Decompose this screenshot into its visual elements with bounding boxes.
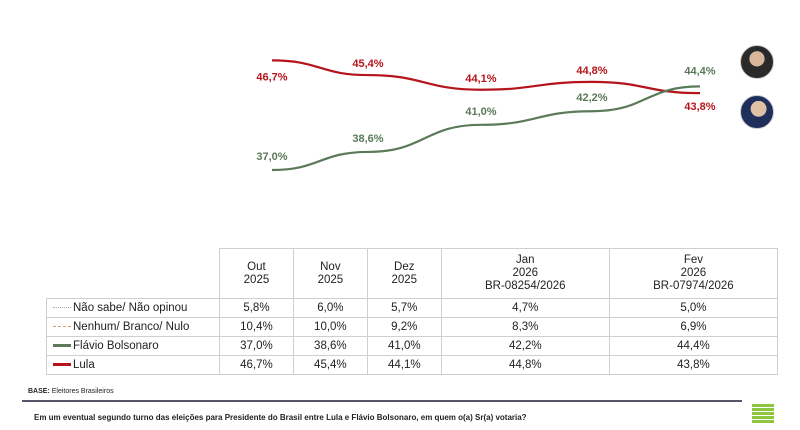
data-label: 44,4% — [684, 65, 715, 77]
table-cell: 5,0% — [608, 298, 779, 318]
data-label: 42,2% — [576, 92, 607, 104]
divider — [22, 400, 742, 402]
lula-avatar — [740, 95, 774, 129]
flavio-line — [271, 85, 701, 172]
table-cell: 10,4% — [219, 317, 294, 337]
table-cell: 37,0% — [219, 336, 294, 356]
column-header: Jan 2026 BR-08254/2026 — [440, 248, 610, 299]
column-header: Dez 2025 — [366, 248, 442, 299]
header-line: 2025 — [317, 273, 344, 286]
row-label: Nenhum/ Branco/ Nulo — [46, 317, 220, 337]
legend-label: Flávio Bolsonaro — [73, 340, 159, 352]
data-label: 43,8% — [684, 101, 715, 113]
header-line: 2025 — [391, 273, 418, 286]
header-line: Out — [247, 260, 266, 273]
table-cell: 44,1% — [366, 355, 442, 375]
legend-swatch — [53, 363, 71, 367]
row-label: Flávio Bolsonaro — [46, 336, 220, 356]
lula-line — [271, 59, 701, 95]
row-label: Não sabe/ Não opinou — [46, 298, 220, 318]
header-line: BR-07974/2026 — [653, 280, 734, 292]
header-line: 2026 — [512, 267, 539, 279]
row-label: Lula — [46, 355, 220, 375]
table-cell: 5,7% — [366, 298, 442, 318]
legend-swatch — [53, 326, 71, 328]
base-note: BASE: Eleitores Brasileiros — [28, 388, 114, 395]
data-label: 44,8% — [576, 65, 607, 77]
table-cell: 42,2% — [440, 336, 610, 356]
header-line: Nov — [320, 260, 341, 273]
header-line: Jan — [516, 254, 535, 266]
data-label: 46,7% — [256, 71, 287, 83]
column-header: Out 2025 — [219, 248, 294, 299]
header-line: BR-08254/2026 — [485, 280, 566, 292]
data-table: Out 2025 Nov 2025 Dez 2025 Jan 2026 BR-08254/202… — [46, 248, 779, 375]
table-cell: 44,4% — [608, 336, 779, 356]
data-label: 45,4% — [352, 58, 383, 70]
table-row: Não sabe/ Não opinou 5,8% 6,0% 5,7% 4,7% 5,0% — [46, 298, 779, 318]
legend-label: Lula — [73, 359, 95, 371]
table-cell: 46,7% — [219, 355, 294, 375]
data-label: 38,6% — [352, 133, 383, 145]
header-line: 2025 — [243, 273, 270, 286]
table-cell: 43,8% — [608, 355, 779, 375]
survey-question: Em um eventual segundo turno das eleiçõe… — [34, 413, 527, 422]
table-cell: 6,9% — [608, 317, 779, 337]
table-cell: 10,0% — [292, 317, 368, 337]
table-row: Nenhum/ Branco/ Nulo 10,4% 10,0% 9,2% 8,3% 6,… — [46, 317, 779, 337]
legend-swatch — [53, 344, 71, 348]
table-row: Lula 46,7% 45,4% 44,1% 44,8% 43,8% — [46, 355, 779, 375]
header-line: Fev — [683, 254, 703, 266]
data-label: 44,1% — [465, 73, 496, 85]
legend-swatch — [53, 307, 71, 309]
table-cell: 5,8% — [219, 298, 294, 318]
table-cell: 8,3% — [440, 317, 610, 337]
header-line: Dez — [394, 260, 415, 273]
line-chart: 46,7% 45,4% 44,1% 44,8% 43,8% 37,0% 38,6% 41,0%… — [256, 58, 716, 172]
column-header: Nov 2025 — [292, 248, 368, 299]
data-label: 37,0% — [256, 151, 287, 163]
table-row: Flávio Bolsonaro 37,0% 38,6% 41,0% 42,2% 44,4… — [46, 336, 779, 356]
legend-label: Nenhum/ Branco/ Nulo — [73, 321, 190, 333]
legend-label: Não sabe/ Não opinou — [73, 302, 188, 314]
table-cell: 4,7% — [440, 298, 610, 318]
table-cell: 6,0% — [292, 298, 368, 318]
flavio-bolsonaro-avatar — [740, 45, 774, 79]
table-cell: 41,0% — [366, 336, 442, 356]
logo-icon — [752, 404, 774, 426]
table-cell: 45,4% — [292, 355, 368, 375]
header-line: 2026 — [680, 267, 707, 279]
data-label: 41,0% — [465, 106, 496, 118]
table-cell: 38,6% — [292, 336, 368, 356]
table-cell: 44,8% — [440, 355, 610, 375]
column-header: Fev 2026 BR-07974/2026 — [608, 248, 779, 299]
table-cell: 9,2% — [366, 317, 442, 337]
